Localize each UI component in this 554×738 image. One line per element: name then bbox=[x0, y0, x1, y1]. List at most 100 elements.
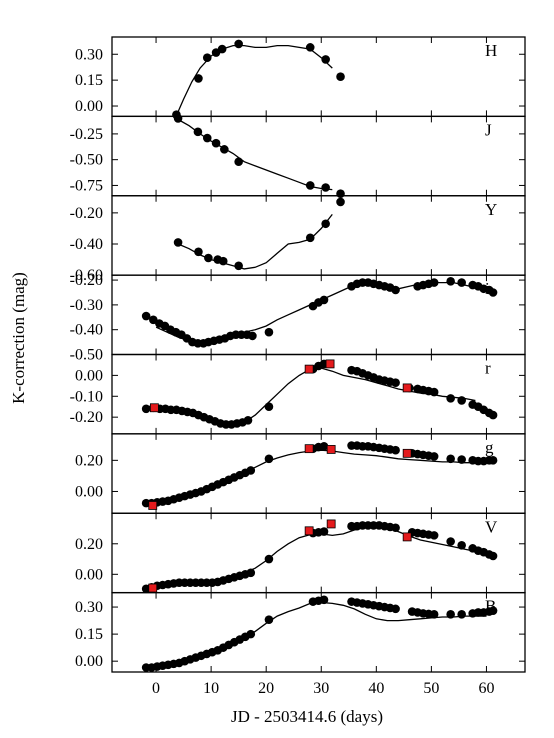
model-curve bbox=[155, 281, 476, 343]
data-point bbox=[243, 415, 253, 425]
panel-H: 0.00 0.15 0.30 H bbox=[75, 36, 526, 119]
data-point bbox=[336, 197, 345, 207]
data-point bbox=[429, 609, 439, 619]
data-point bbox=[194, 247, 203, 257]
y-tick-label: 0.20 bbox=[75, 536, 103, 553]
model-curve bbox=[177, 213, 333, 270]
spectrum-point bbox=[148, 501, 158, 510]
data-point bbox=[429, 387, 439, 397]
y-axis-title: K-correction (mag) bbox=[9, 272, 28, 404]
data-point bbox=[457, 541, 466, 550]
band-label: B bbox=[485, 597, 496, 616]
data-point bbox=[173, 238, 183, 247]
data-point bbox=[321, 183, 330, 192]
data-point bbox=[246, 466, 256, 475]
band-label: H bbox=[485, 41, 497, 60]
data-point bbox=[319, 527, 329, 536]
band-label: r bbox=[485, 359, 491, 378]
data-point bbox=[429, 531, 439, 540]
data-point bbox=[202, 53, 212, 63]
y-tick-label: -0.40 bbox=[70, 322, 103, 339]
data-point bbox=[319, 595, 329, 605]
data-point bbox=[429, 452, 439, 461]
data-point bbox=[336, 72, 345, 81]
x-tick-label: 20 bbox=[258, 680, 274, 697]
panel-g: 0.20 0.00 g bbox=[75, 433, 526, 514]
panel-frame bbox=[111, 115, 526, 197]
y-tick-label: 0.00 bbox=[75, 98, 103, 115]
data-point bbox=[246, 568, 256, 578]
x-axis-title: JD - 2503414.6 (days) bbox=[231, 707, 383, 726]
band-label: J bbox=[485, 120, 492, 139]
data-point bbox=[488, 456, 498, 465]
y-tick-label: -0.50 bbox=[70, 152, 103, 169]
panel-frame bbox=[111, 274, 526, 356]
y-tick-label: -0.25 bbox=[70, 126, 103, 143]
spectrum-point bbox=[304, 526, 314, 536]
data-point bbox=[319, 442, 329, 451]
data-point bbox=[305, 233, 315, 243]
y-tick-label: -0.20 bbox=[70, 205, 103, 222]
y-tick-label: 0.00 bbox=[75, 653, 103, 670]
spectrum-point bbox=[402, 448, 412, 458]
data-point bbox=[391, 523, 400, 533]
data-point bbox=[246, 629, 256, 639]
data-point bbox=[391, 378, 400, 387]
data-point bbox=[488, 551, 498, 561]
data-point bbox=[234, 261, 243, 271]
y-tick-label: 0.15 bbox=[75, 72, 103, 89]
y-tick-label: 0.00 bbox=[75, 566, 103, 583]
data-point bbox=[336, 189, 345, 198]
spectrum-point bbox=[402, 532, 412, 542]
data-point bbox=[488, 410, 498, 420]
data-point bbox=[446, 537, 455, 546]
y-tick-label: -0.60 bbox=[70, 267, 103, 284]
band-label: V bbox=[485, 517, 498, 536]
data-point bbox=[305, 181, 315, 190]
y-tick-label: -0.75 bbox=[70, 177, 103, 194]
y-tick-label: 0.00 bbox=[75, 367, 103, 384]
data-point bbox=[211, 138, 221, 148]
y-tick-label: -0.30 bbox=[70, 297, 103, 314]
data-point bbox=[193, 127, 203, 137]
data-point bbox=[204, 253, 213, 263]
data-point bbox=[218, 256, 228, 266]
panels-group: 0.00 0.15 0.30 H -0.25 -0.50 -0.75 J -0.20 -0.40 -… bbox=[70, 36, 526, 673]
y-tick-label: -0.20 bbox=[70, 272, 103, 289]
spectrum-point bbox=[304, 444, 314, 454]
data-point bbox=[446, 609, 455, 619]
y-tick-label: 0.30 bbox=[75, 46, 103, 63]
data-point bbox=[321, 55, 330, 64]
data-point bbox=[264, 454, 274, 464]
data-point bbox=[234, 157, 243, 167]
y-tick-label: -0.50 bbox=[70, 347, 103, 364]
panel-frame bbox=[111, 36, 526, 118]
y-tick-label: 0.15 bbox=[75, 626, 103, 643]
data-point bbox=[457, 396, 466, 405]
data-point bbox=[446, 454, 455, 464]
spectrum-point bbox=[150, 403, 159, 413]
y-tick-label: -0.40 bbox=[70, 236, 103, 253]
data-point bbox=[457, 455, 466, 464]
x-tick-label: 40 bbox=[368, 680, 384, 697]
panel-r: 0.00 -0.10 -0.20 r bbox=[70, 353, 526, 435]
panel-V: 0.20 0.00 V bbox=[75, 512, 526, 594]
data-point bbox=[319, 295, 329, 305]
data-point bbox=[217, 44, 227, 54]
data-point bbox=[391, 604, 400, 614]
spectrum-point bbox=[326, 445, 336, 454]
panel-B: 0.30 0.15 0.00 B bbox=[75, 591, 526, 673]
data-point bbox=[429, 278, 439, 287]
spectrum-point bbox=[304, 364, 314, 374]
data-point bbox=[173, 114, 183, 123]
y-tick-label: 0.30 bbox=[75, 599, 103, 616]
data-point bbox=[391, 445, 400, 455]
y-tick-label: -0.10 bbox=[70, 388, 103, 405]
data-point bbox=[234, 39, 243, 49]
band-label: g bbox=[485, 438, 494, 457]
y-tick-label: 0.20 bbox=[75, 452, 103, 469]
x-tick-label: 50 bbox=[423, 680, 439, 697]
x-tick-label: 30 bbox=[313, 680, 329, 697]
data-point bbox=[264, 615, 274, 624]
data-point bbox=[141, 404, 151, 414]
